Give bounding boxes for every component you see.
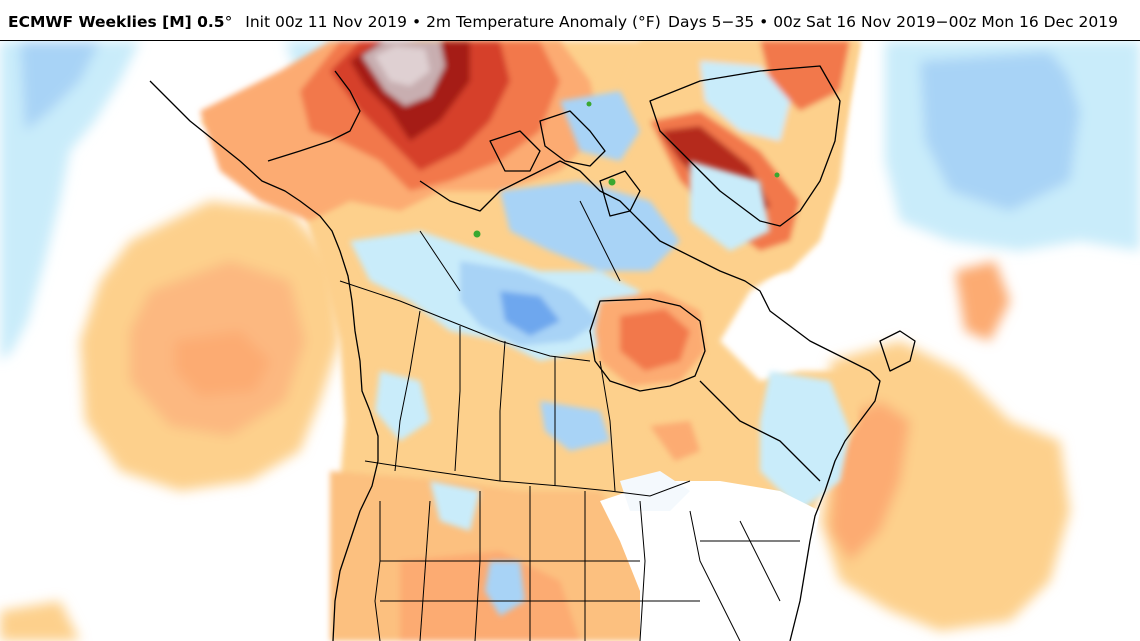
- arctic-warm-anomaly: [200, 41, 600, 221]
- temperature-anomaly-map: [0, 41, 1140, 641]
- title-bullet: •: [411, 13, 422, 31]
- degree-symbol: °: [224, 13, 233, 31]
- map-title: ECMWF Weeklies [M] 0.5° Init 00z 11 Nov …: [8, 13, 661, 31]
- init-time: Init 00z 11 Nov 2019: [245, 13, 408, 31]
- valid-period: Days 5−35 • 00z Sat 16 Nov 2019−00z Mon …: [668, 13, 1118, 31]
- model-name: ECMWF Weeklies [M] 0.5: [8, 13, 225, 31]
- pacific-warm-anomaly: [80, 201, 340, 491]
- hudson-bay-warm-anomaly: [595, 291, 705, 461]
- variable-name: 2m Temperature Anomaly (°F): [426, 13, 661, 31]
- political-borders: [339, 200, 800, 641]
- map-canvas: [0, 41, 1140, 641]
- map-header: ECMWF Weeklies [M] 0.5° Init 00z 11 Nov …: [0, 0, 1140, 41]
- coastlines: [149, 65, 916, 641]
- cool-anomaly-areas: [0, 41, 1140, 361]
- island-markers: [473, 101, 780, 238]
- atlantic-warm-anomaly: [0, 261, 1070, 641]
- canada-cool-anomaly: [350, 91, 850, 616]
